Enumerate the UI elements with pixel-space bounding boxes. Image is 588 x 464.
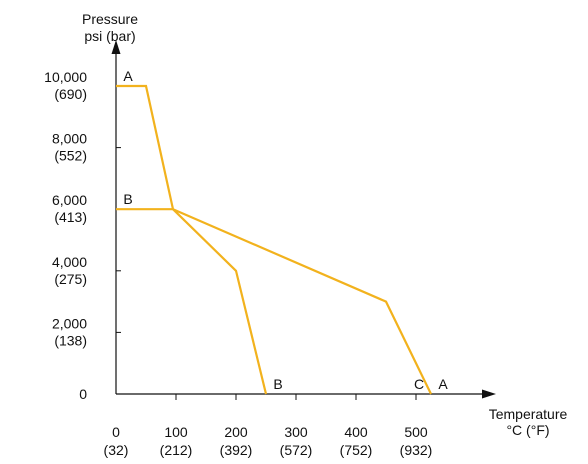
curve-label-b: B	[123, 191, 132, 207]
curve-label-c: C	[414, 376, 424, 392]
y-axis-arrow	[111, 40, 121, 54]
annotations: ABB C A	[123, 68, 448, 392]
y-tick-sublabel: (552)	[54, 148, 87, 164]
x-tick-label: 500	[404, 424, 428, 440]
y-tick-label: 8,000	[52, 131, 87, 147]
y-tick-label: 10,000	[44, 69, 87, 85]
x-tick-label: 200	[224, 424, 248, 440]
y-ticks: 10,000(690) 8,000(552) 6,000(413) 4,000(275…	[44, 69, 121, 402]
x-tick-label: 300	[284, 424, 308, 440]
series-lines	[116, 84, 432, 395]
x-axis-label-line1: Temperature	[489, 406, 568, 422]
series-line-b	[116, 208, 268, 395]
y-tick-label: 0	[79, 386, 87, 402]
x-axis-label-line2: °C (°F)	[506, 422, 549, 438]
y-tick-sublabel: (690)	[54, 86, 87, 102]
x-axis-arrow	[482, 389, 496, 399]
x-tick-sublabel: (32)	[104, 442, 129, 458]
x-tick-sublabel: (212)	[160, 442, 193, 458]
x-tick-label: 100	[164, 424, 188, 440]
curve-label-b: B	[273, 376, 282, 392]
curve-label-a: A	[123, 68, 133, 84]
y-tick-sublabel: (138)	[54, 332, 87, 348]
x-ticks: 0 (32) 100 (212) 200 (392) 300 (572) 400 (752) 500…	[104, 394, 433, 458]
y-tick-label: 2,000	[52, 315, 87, 331]
x-tick-label: 400	[344, 424, 368, 440]
y-tick-label: 4,000	[52, 254, 87, 270]
x-tick-sublabel: (392)	[220, 442, 253, 458]
y-tick-sublabel: (413)	[54, 209, 87, 225]
x-tick-sublabel: (752)	[340, 442, 373, 458]
y-axis-label: Pressure psi (bar)	[82, 11, 138, 44]
series-line-a	[116, 84, 432, 395]
x-tick-sublabel: (932)	[400, 442, 433, 458]
x-axis-label: Temperature °C (°F)	[489, 406, 568, 438]
y-axis-label-line1: Pressure	[82, 11, 138, 27]
curve-label-a: A	[438, 376, 448, 392]
y-tick-label: 6,000	[52, 192, 87, 208]
y-tick-sublabel: (275)	[54, 271, 87, 287]
x-tick-sublabel: (572)	[280, 442, 313, 458]
x-tick-label: 0	[112, 424, 120, 440]
axes	[111, 40, 496, 399]
y-axis-label-line2: psi (bar)	[84, 28, 135, 44]
